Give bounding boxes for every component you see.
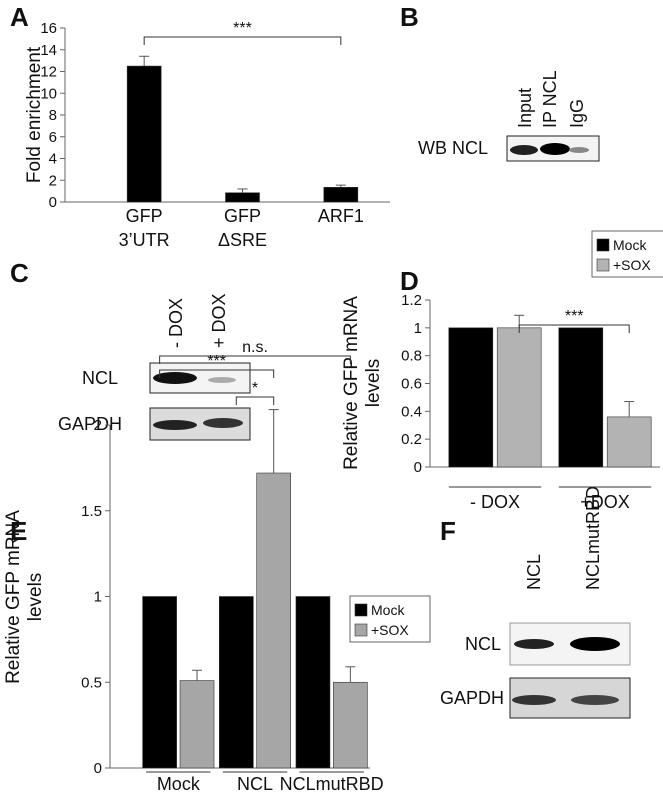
x-tick-label: ARF1 — [318, 206, 364, 226]
bar — [496, 327, 542, 468]
legend-swatch — [354, 603, 368, 617]
x-tick-label: 3’UTR — [119, 230, 170, 250]
y-tick-label: 16 — [40, 20, 57, 37]
significance-label: *** — [207, 353, 226, 370]
significance-bracket — [159, 369, 275, 378]
band — [203, 418, 243, 428]
lane-label: NCLmutRBD — [583, 486, 603, 590]
lane-label: NCL — [524, 554, 544, 590]
y-tick-label: 0.6 — [401, 376, 422, 393]
band — [153, 372, 197, 384]
panel-letter: F — [440, 516, 456, 546]
legend-swatch — [596, 258, 610, 272]
bar — [126, 65, 162, 203]
x-tick-label: GFP — [224, 206, 261, 226]
x-tick-label: GFP — [126, 206, 163, 226]
y-tick-label: 0 — [94, 760, 102, 777]
legend-label: +SOX — [371, 622, 409, 638]
significance-label: n.s. — [242, 339, 268, 356]
x-tick-label: NCLmutRBD — [280, 774, 384, 794]
band — [570, 637, 620, 651]
lane-label: + DOX — [209, 293, 229, 348]
significance-label: * — [252, 380, 258, 397]
y-tick-label: 1 — [94, 589, 102, 606]
bar — [448, 327, 494, 468]
y-axis-label: levels — [363, 359, 384, 408]
band — [540, 143, 570, 155]
bar — [142, 596, 177, 769]
band — [514, 639, 554, 649]
band — [512, 695, 556, 705]
bar — [219, 596, 254, 769]
y-tick-label: 0 — [49, 194, 57, 211]
x-tick-label: +DOX — [580, 492, 630, 512]
legend-label: Mock — [371, 602, 405, 618]
band — [208, 377, 236, 383]
y-tick-label: 0 — [414, 459, 422, 476]
row-label: WB NCL — [418, 138, 488, 158]
row-label: NCL — [82, 368, 118, 388]
panel-letter: B — [400, 2, 419, 32]
row-label: NCL — [465, 634, 501, 654]
bar — [333, 681, 368, 769]
y-axis-label: Fold enrichment — [24, 46, 45, 183]
y-tick-label: 8 — [49, 107, 57, 124]
x-tick-label: Mock — [157, 774, 201, 794]
panel-letter: D — [400, 266, 419, 296]
panel-letter: A — [10, 2, 29, 32]
significance-bracket — [518, 324, 630, 333]
y-tick-label: 0.4 — [401, 403, 422, 420]
legend-swatch — [596, 238, 610, 252]
y-tick-label: 2 — [94, 417, 102, 434]
band — [510, 145, 538, 155]
y-axis-label: levels — [25, 573, 46, 622]
y-tick-label: 10 — [40, 85, 57, 102]
y-tick-label: 6 — [49, 129, 57, 146]
bar — [225, 192, 260, 203]
x-tick-label: - DOX — [470, 492, 520, 512]
legend-label: Mock — [613, 237, 647, 253]
legend-swatch — [354, 623, 368, 637]
panel-letter: C — [10, 258, 29, 288]
bar — [606, 416, 652, 468]
row-label: GAPDH — [58, 414, 122, 434]
x-tick-label: NCL — [237, 774, 273, 794]
significance-label: *** — [565, 308, 584, 325]
bar — [558, 327, 604, 468]
y-tick-label: 14 — [40, 42, 57, 59]
y-tick-label: 1.5 — [81, 503, 102, 520]
y-tick-label: 0.2 — [401, 431, 422, 448]
row-label: GAPDH — [440, 688, 504, 708]
y-tick-label: 0.8 — [401, 348, 422, 365]
bar — [295, 596, 331, 769]
y-tick-label: 12 — [40, 64, 57, 81]
y-axis-label: Relative GFP mRNA — [3, 510, 24, 684]
significance-bracket — [235, 396, 275, 405]
band — [569, 147, 589, 153]
bar — [323, 187, 359, 203]
band — [571, 695, 619, 705]
significance-bracket — [159, 355, 351, 364]
lane-label: IP NCL — [540, 70, 560, 128]
y-tick-label: 1 — [414, 320, 422, 337]
panel-letter: E — [10, 516, 27, 546]
lane-label: IgG — [567, 99, 587, 128]
y-tick-label: 1.2 — [401, 292, 422, 309]
band — [153, 420, 197, 430]
y-tick-label: 0.5 — [81, 674, 102, 691]
y-tick-label: 2 — [49, 172, 57, 189]
significance-bracket — [143, 36, 342, 45]
lane-label: - DOX — [166, 298, 186, 348]
lane-label: Input — [515, 88, 535, 128]
bar — [179, 680, 215, 769]
y-axis-label: Relative GFP mRNA — [341, 296, 362, 470]
significance-label: *** — [233, 20, 252, 37]
legend-label: +SOX — [613, 257, 651, 273]
x-tick-label: ΔSRE — [218, 230, 267, 250]
blot — [149, 362, 251, 394]
bar — [256, 472, 292, 769]
y-tick-label: 4 — [49, 151, 57, 168]
